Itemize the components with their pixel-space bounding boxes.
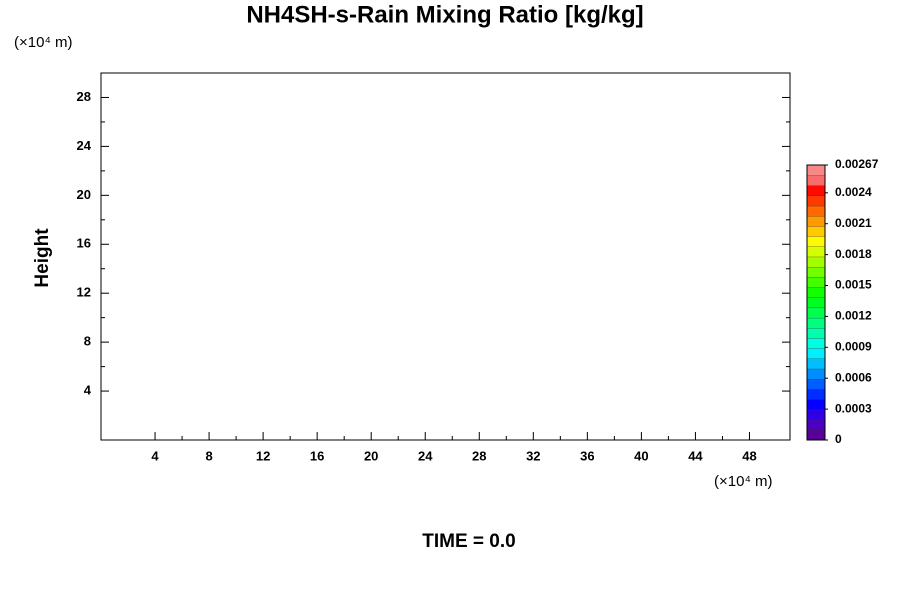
colorbar-band [806,378,826,390]
y-unit: (×10⁴ m) [14,34,73,51]
colorbar-tick-label: 0.0006 [835,370,872,384]
colorbar-band [806,266,826,278]
colorbar-band [806,327,826,339]
y-tick-label: 16 [77,236,91,251]
colorbar-tick-label: 0.0015 [835,278,872,292]
y-tick-label: 4 [84,383,92,398]
x-unit: (×10⁴ m) [714,473,773,490]
colorbar-band [806,429,826,441]
x-tick-label: 32 [526,448,540,463]
colorbar-band [806,276,826,288]
x-tick-label: 20 [364,448,378,463]
colorbar-band [806,287,826,298]
colorbar-tick-label: 0 [835,432,842,446]
chart-title: NH4SH-s-Rain Mixing Ratio [kg/kg] [246,1,643,28]
colorbar-band [806,195,826,207]
y-tick-label: 12 [77,285,91,300]
x-tick-label: 28 [472,448,486,463]
colorbar-band [806,399,826,410]
colorbar-band [806,337,826,349]
plot-frame [100,72,791,441]
colorbar-band [806,175,826,186]
colorbar-frame [806,164,826,441]
footer: TIME = 0.0 [422,531,515,552]
colorbar-band [806,236,826,247]
colorbar-tick-label: 0.0018 [835,247,872,261]
colorbar-band [806,368,826,380]
colorbar-band [806,205,826,217]
colorbar-band [806,307,826,319]
colorbar-band [806,348,826,359]
colorbar-band [806,358,826,370]
x-tick-label: 44 [688,448,703,463]
colorbar-tick-label: 0.00267 [835,157,879,171]
y-tick-label: 28 [77,89,91,104]
colorbar-band [806,225,826,237]
y-tick-label: 8 [84,334,91,349]
colorbar-tick-label: 0.0024 [835,185,872,199]
colorbar-band [806,256,826,268]
y-axis-title: Height [32,228,53,288]
colorbar-tick-label: 0.0003 [835,401,872,415]
x-tick-label: 4 [151,448,159,463]
colorbar-band [806,317,826,329]
x-tick-label: 8 [205,448,212,463]
x-tick-label: 40 [634,448,648,463]
colorbar-tick-label: 0.0012 [835,309,872,323]
colorbar-band [806,297,826,309]
colorbar-tick-label: 0.0021 [835,216,872,230]
y-tick-label: 20 [77,187,91,202]
colorbar-band [806,215,826,227]
colorbar-band [806,409,826,421]
x-tick-label: 12 [256,448,270,463]
colorbar-band [806,419,826,431]
x-tick-label: 24 [418,448,433,463]
colorbar-band [806,246,826,258]
colorbar-tick-label: 0.0009 [835,339,872,353]
colorbar-band [806,164,826,176]
colorbar-band [806,388,826,400]
x-tick-label: 36 [580,448,594,463]
colorbar-band [806,185,826,197]
x-tick-label: 48 [742,448,756,463]
x-tick-label: 16 [310,448,324,463]
y-tick-label: 24 [77,138,92,153]
